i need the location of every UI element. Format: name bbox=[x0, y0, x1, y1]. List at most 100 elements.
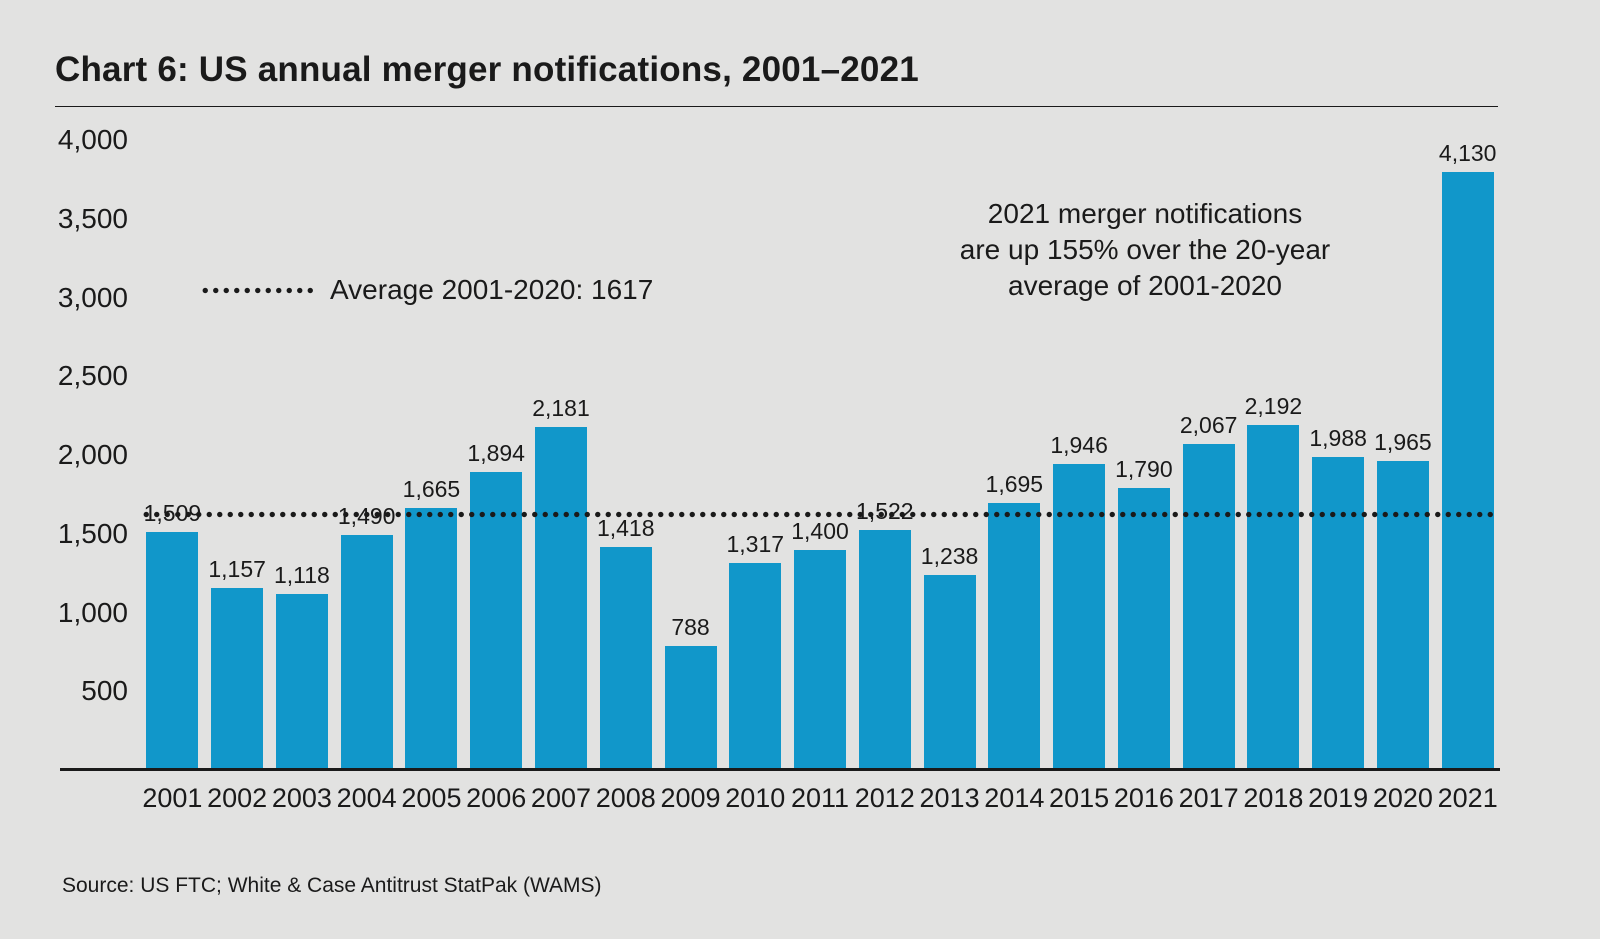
annotation-line-1: 2021 merger notifications bbox=[987, 198, 1303, 229]
bar-value-label: 1,894 bbox=[467, 439, 525, 466]
x-tick-label: 2005 bbox=[401, 783, 462, 813]
y-tick-label: 2,500 bbox=[57, 360, 128, 392]
bar-value-label: 2,192 bbox=[1244, 392, 1303, 419]
x-tick-label: 2019 bbox=[1308, 783, 1369, 813]
source-note: Source: US FTC; White & Case Antitrust S… bbox=[62, 874, 602, 897]
x-tick-label: 2001 bbox=[142, 783, 203, 813]
bar-value-label: 1,946 bbox=[1050, 431, 1108, 458]
bar-slot: 2,192 2018 bbox=[1241, 140, 1306, 813]
bar-value-label: 1,418 bbox=[596, 514, 655, 541]
x-tick-label: 2009 bbox=[660, 783, 721, 813]
bar bbox=[794, 549, 847, 770]
annotation-line-3: average of 2001-2020 bbox=[1008, 270, 1282, 301]
bar-slot: 1,894 2006 bbox=[464, 140, 529, 813]
chart-title: Chart 6: US annual merger notifications,… bbox=[55, 50, 919, 89]
bar-slot: 4,130 2021 bbox=[1435, 140, 1500, 813]
bars-area: 1,50920011,157 2002 1,118 20031,49020041,66… bbox=[140, 140, 1500, 814]
bar-value-label: 1,238 bbox=[920, 543, 979, 570]
x-tick-label: 2007 bbox=[530, 783, 591, 813]
y-tick-label: 1,000 bbox=[57, 596, 128, 628]
bar-slot: 1,5092001 bbox=[140, 140, 205, 813]
title-divider bbox=[55, 106, 1498, 107]
x-tick-label: 2003 bbox=[271, 783, 332, 813]
bar-slot: 1,418 2008 bbox=[593, 140, 658, 813]
bar bbox=[275, 593, 328, 770]
y-tick-label: 500 bbox=[81, 675, 128, 707]
bar bbox=[923, 575, 976, 770]
average-dotted-line bbox=[141, 511, 1497, 519]
bar-slot: 1,988 2019 bbox=[1306, 140, 1371, 813]
bar-value-label: 1,522 bbox=[856, 498, 914, 524]
bar-slot: 1,4902004 bbox=[334, 140, 399, 813]
bar bbox=[1053, 463, 1106, 770]
bar-value-label: 2,181 bbox=[532, 394, 590, 421]
x-tick-label: 2002 bbox=[207, 783, 268, 813]
bar bbox=[470, 471, 523, 770]
bar-slot: 1,118 2003 bbox=[270, 140, 335, 813]
bar-slot: 1,665 2005 bbox=[399, 140, 464, 813]
bar bbox=[1247, 424, 1300, 770]
annotation: 2021 merger notifications are up 155% ov… bbox=[915, 196, 1375, 304]
bar-slot: 1,695 2014 bbox=[982, 140, 1047, 813]
x-tick-label: 2004 bbox=[336, 783, 397, 813]
bar-value-label: 788 bbox=[671, 613, 710, 640]
bar bbox=[858, 530, 911, 770]
annotation-line-2: are up 155% over the 20-year bbox=[959, 234, 1331, 265]
bar-value-label: 1,665 bbox=[402, 475, 461, 502]
bar bbox=[1117, 488, 1170, 770]
bar-slot: 1,238 2013 bbox=[917, 140, 982, 813]
bar-slot: 1,790 2016 bbox=[1111, 140, 1176, 813]
bar-slot: 2,181 2007 bbox=[529, 140, 594, 814]
y-tick-label: 3,500 bbox=[57, 202, 128, 234]
bar bbox=[146, 532, 199, 770]
bar-value-label: 1,157 bbox=[208, 555, 266, 582]
y-tick-label: 4,000 bbox=[57, 124, 128, 155]
bar-value-label: 4,130 bbox=[1438, 140, 1497, 166]
bar-slot: 788 2009 bbox=[658, 140, 723, 813]
bar bbox=[729, 562, 782, 770]
x-tick-label: 2015 bbox=[1049, 783, 1110, 813]
bar-slot: 2,067 2017 bbox=[1176, 140, 1241, 813]
average-label: Average 2001-2020: 1617 bbox=[330, 274, 654, 305]
bar-value-label: 1,695 bbox=[985, 471, 1044, 498]
bar-slot: 1,317 2010 bbox=[723, 140, 788, 813]
average-line-legend: Average 2001-2020: 1617 bbox=[200, 274, 653, 306]
bar bbox=[534, 426, 587, 770]
x-tick-label: 2020 bbox=[1372, 783, 1433, 813]
x-tick-label: 2018 bbox=[1243, 783, 1304, 813]
bar-slot: 1,522 2012 bbox=[852, 140, 917, 813]
bar-value-label: 1,317 bbox=[726, 530, 785, 557]
bar-slot: 1,157 2002 bbox=[205, 140, 270, 813]
bar-slot: 1,965 2020 bbox=[1371, 140, 1436, 813]
bar-value-label: 1,965 bbox=[1374, 428, 1432, 455]
bar-value-label: 1,988 bbox=[1309, 424, 1367, 451]
x-tick-label: 2021 bbox=[1437, 783, 1498, 813]
x-tick-label: 2017 bbox=[1178, 783, 1239, 813]
bar bbox=[599, 546, 652, 770]
bar-value-label: 1,790 bbox=[1115, 456, 1173, 483]
y-tick-label: 3,000 bbox=[57, 281, 128, 313]
bar bbox=[405, 507, 458, 770]
y-tick-label: 1,500 bbox=[57, 517, 128, 549]
dotted-line-sample bbox=[200, 286, 318, 294]
bar bbox=[664, 645, 717, 770]
bar-value-label: 2,067 bbox=[1179, 412, 1238, 439]
x-tick-label: 2014 bbox=[984, 783, 1045, 813]
y-tick-label: 2,000 bbox=[57, 439, 128, 470]
bar bbox=[1312, 456, 1365, 770]
bar bbox=[1182, 444, 1235, 770]
bar-slot: 1,400 2011 bbox=[788, 140, 853, 814]
x-tick-label: 2012 bbox=[854, 783, 915, 813]
bar bbox=[211, 587, 264, 770]
x-tick-label: 2013 bbox=[919, 783, 980, 813]
x-axis-line bbox=[60, 768, 1500, 771]
bar-value-label: 1,118 bbox=[273, 561, 330, 588]
x-tick-label: 2010 bbox=[725, 783, 786, 813]
bar bbox=[1441, 172, 1494, 770]
x-tick-label: 2008 bbox=[595, 783, 656, 813]
bar bbox=[988, 503, 1041, 770]
bar-value-label: 1,400 bbox=[791, 517, 849, 544]
bar bbox=[340, 535, 393, 770]
bar bbox=[1376, 460, 1429, 770]
